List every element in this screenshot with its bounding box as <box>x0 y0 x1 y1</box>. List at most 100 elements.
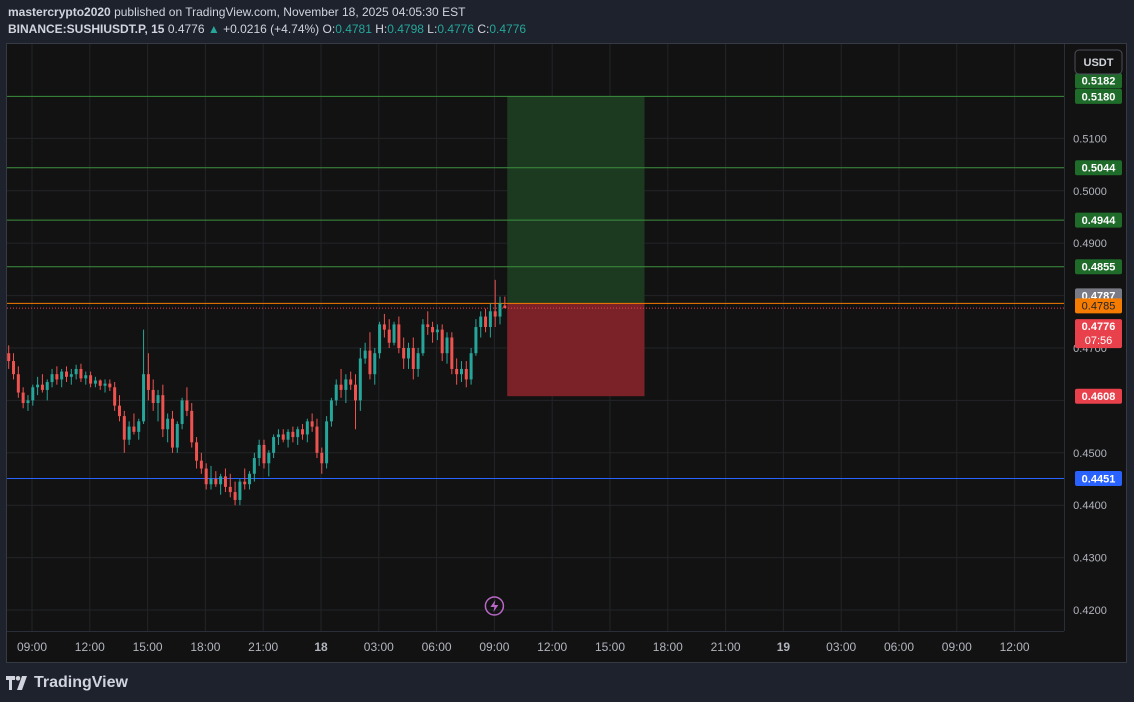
x-tick-label: 15:00 <box>595 640 625 654</box>
candle-body <box>21 392 25 404</box>
candle-body <box>296 429 300 438</box>
candle-body <box>69 374 73 377</box>
lightning-icon-ring <box>484 596 505 616</box>
candle-body <box>127 426 131 440</box>
candle-body <box>440 329 444 354</box>
candle-body <box>180 400 184 424</box>
candle-body <box>195 442 199 461</box>
candle-body <box>464 368 468 380</box>
y-tick-label: 0.4900 <box>1073 238 1107 250</box>
publish-info: published on TradingView.com, November 1… <box>110 5 466 19</box>
y-tick-label: 0.4200 <box>1073 605 1107 617</box>
level-badge: 0.4944 <box>1082 215 1117 227</box>
candle-body <box>479 316 483 328</box>
low-label: L: <box>427 22 438 36</box>
stop-badge-bg <box>1075 388 1122 404</box>
candle-body <box>248 473 252 485</box>
candle-body <box>257 444 261 459</box>
candle-body <box>93 380 97 384</box>
x-tick-label: 03:00 <box>826 640 856 654</box>
level-badge-bg <box>1075 259 1122 275</box>
x-tick-label: 21:00 <box>711 640 741 654</box>
candle-body <box>12 361 16 375</box>
tradingview-brand-text: TradingView <box>34 674 128 691</box>
candle-body <box>223 476 227 487</box>
candle-body <box>214 479 218 485</box>
candle-body <box>262 444 266 464</box>
candle-body <box>89 375 93 384</box>
candle-body <box>146 374 150 390</box>
candle-body <box>397 324 401 348</box>
level-badge-bg <box>1075 88 1122 104</box>
candle-body <box>79 368 83 379</box>
target-badge-bg <box>1075 73 1122 89</box>
stop-badge: 0.4608 <box>1082 391 1116 403</box>
candle-body <box>98 380 102 386</box>
open-value: 0.4781 <box>335 22 372 36</box>
x-tick-label: 12:00 <box>537 640 567 654</box>
close-value: 0.4776 <box>489 22 527 36</box>
candle-body <box>276 434 280 438</box>
candle-body <box>156 395 160 404</box>
candle-body <box>387 329 391 343</box>
candle-body <box>31 387 35 401</box>
target-badge: 0.5182 <box>1082 75 1116 87</box>
candle-body <box>349 379 353 385</box>
candle-body <box>354 384 357 401</box>
x-tick-label: 18:00 <box>190 640 220 654</box>
candle-body <box>166 418 170 430</box>
x-tick-label: 09:00 <box>479 640 509 654</box>
candle-body <box>426 324 430 328</box>
currency-button-label: USDT <box>1084 57 1114 69</box>
candle-body <box>435 329 439 333</box>
candle-body <box>358 358 362 401</box>
candle-body <box>378 324 382 354</box>
candle-body <box>382 324 386 330</box>
close-label: C: <box>477 22 490 36</box>
ticker-label[interactable]: BINANCE:SUSHIUSDT.P, 15 <box>8 22 165 36</box>
candle-body <box>329 400 333 422</box>
candle-body <box>503 305 507 309</box>
triangle-up-icon: ▲ <box>207 22 220 36</box>
candle-body <box>368 350 372 375</box>
x-tick-label: 18 <box>314 640 328 654</box>
entry-badge-bg <box>1075 298 1122 314</box>
candle-body <box>305 421 309 435</box>
candle-body <box>469 353 473 380</box>
candle-body <box>363 350 367 359</box>
candle-body <box>108 383 112 388</box>
candle-body <box>339 384 343 390</box>
symbol-info-bar: BINANCE:SUSHIUSDT.P, 15 0.4776 ▲ +0.0216… <box>8 22 526 36</box>
x-tick-label: 06:00 <box>422 640 452 654</box>
candle-body <box>175 423 179 448</box>
footer-brand[interactable]: TradingView <box>6 674 128 692</box>
candle-body <box>238 481 242 500</box>
candle-body <box>228 486 232 493</box>
y-tick-label: 0.4400 <box>1073 500 1107 512</box>
candle-body <box>406 347 410 359</box>
candle-body <box>65 371 68 377</box>
candle-body <box>50 374 54 383</box>
lightning-icon-bolt <box>490 600 499 612</box>
x-tick-label: 03:00 <box>364 640 394 654</box>
x-tick-label: 15:00 <box>133 640 163 654</box>
candles-group <box>7 279 507 506</box>
candle-body <box>132 426 136 432</box>
candle-body <box>190 410 194 443</box>
y-tick-label: 0.5000 <box>1073 186 1107 198</box>
currency-button[interactable]: USDT <box>1074 49 1123 75</box>
lightning-icon[interactable] <box>484 596 505 616</box>
candle-body <box>55 374 59 380</box>
candle-body <box>209 479 213 485</box>
candlestick-chart[interactable]: 0.51000.50000.49000.47000.45000.44000.43… <box>7 44 1126 662</box>
author-name[interactable]: mastercrypto2020 <box>8 5 111 19</box>
candle-body <box>26 400 30 404</box>
price-change: +0.0216 (+4.74%) <box>223 22 320 36</box>
candle-body <box>286 431 290 440</box>
candle-body <box>243 481 247 485</box>
open-label: O: <box>322 22 336 36</box>
candle-body <box>402 347 406 359</box>
candle-body <box>421 324 425 354</box>
y-tick-label: 0.4300 <box>1073 553 1107 565</box>
chart-area[interactable]: 0.5100 0.5000 0.4900 0.4700 0.4500 0.4400 0.43… <box>6 43 1127 663</box>
